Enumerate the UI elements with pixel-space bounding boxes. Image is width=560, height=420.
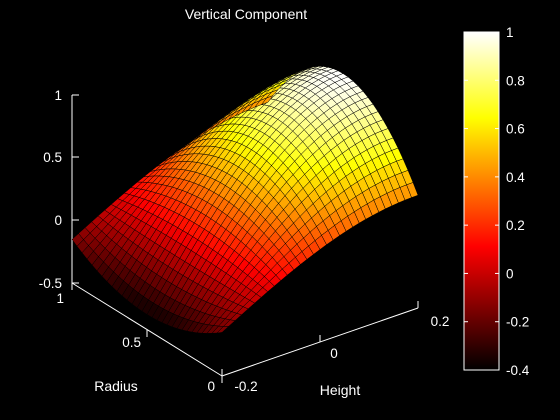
height-tick-label: 0.2 (431, 314, 450, 329)
colorbar-tick-label: 0.4 (506, 170, 525, 185)
colorbar-ticks: -0.4 -0.2 0 0.2 0.4 0.6 0.8 1 (464, 25, 530, 378)
surface-mesh (71, 66, 419, 334)
radius-tick-label: 0 (207, 379, 215, 394)
radius-axis-line (71, 282, 223, 377)
z-tick-label: -0.5 (39, 276, 62, 291)
radius-tick-label: 0.5 (122, 335, 141, 350)
chart-title: Vertical Component (185, 6, 307, 22)
surface-patch (71, 233, 84, 247)
z-tick-label: 1 (54, 88, 62, 103)
colorbar-tick-label: 0.8 (506, 73, 525, 88)
height-axis-label: Height (320, 382, 361, 398)
colorbar-tick-label: 1 (506, 25, 514, 40)
colorbar-tick-label: 0.6 (506, 122, 525, 137)
colorbar-tick-label: -0.4 (506, 363, 530, 378)
height-tick-label: -0.2 (234, 379, 257, 394)
colorbar-tick-label: -0.2 (506, 315, 529, 330)
height-tick-label: 0 (330, 346, 338, 361)
colorbar-tick-label: 0.2 (506, 218, 525, 233)
radius-axis-label: Radius (94, 378, 138, 394)
z-tick-label: 0 (54, 213, 62, 228)
radius-tick-label: 1 (56, 291, 64, 306)
z-tick-label: 0.5 (43, 150, 62, 165)
colorbar (463, 31, 500, 371)
colorbar-tick-label: 0 (506, 266, 514, 281)
